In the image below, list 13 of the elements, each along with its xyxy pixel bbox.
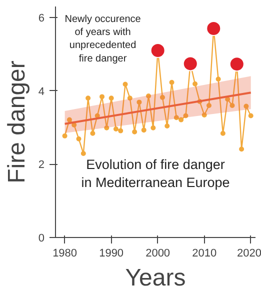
y-tick-label: 0	[38, 232, 45, 244]
y-axis-title: Fire danger	[3, 60, 30, 184]
x-tick-label: 1990	[99, 248, 124, 260]
x-tick-label: 2000	[146, 248, 170, 260]
x-tick-label: 2020	[237, 248, 261, 260]
annotation: Evolution of fire danger in Mediterranean Europe	[81, 156, 230, 190]
x-axis-title: Years	[125, 264, 186, 292]
y-tick-label: 6	[38, 12, 45, 24]
y-tick-label: 2	[38, 159, 45, 172]
annotation: Newly occurence of years with unprecedented fire danger	[64, 14, 142, 64]
y-tick-label: 4	[38, 86, 45, 98]
x-tick-label: 2010	[192, 248, 217, 260]
x-tick-label: 1980	[52, 248, 78, 260]
